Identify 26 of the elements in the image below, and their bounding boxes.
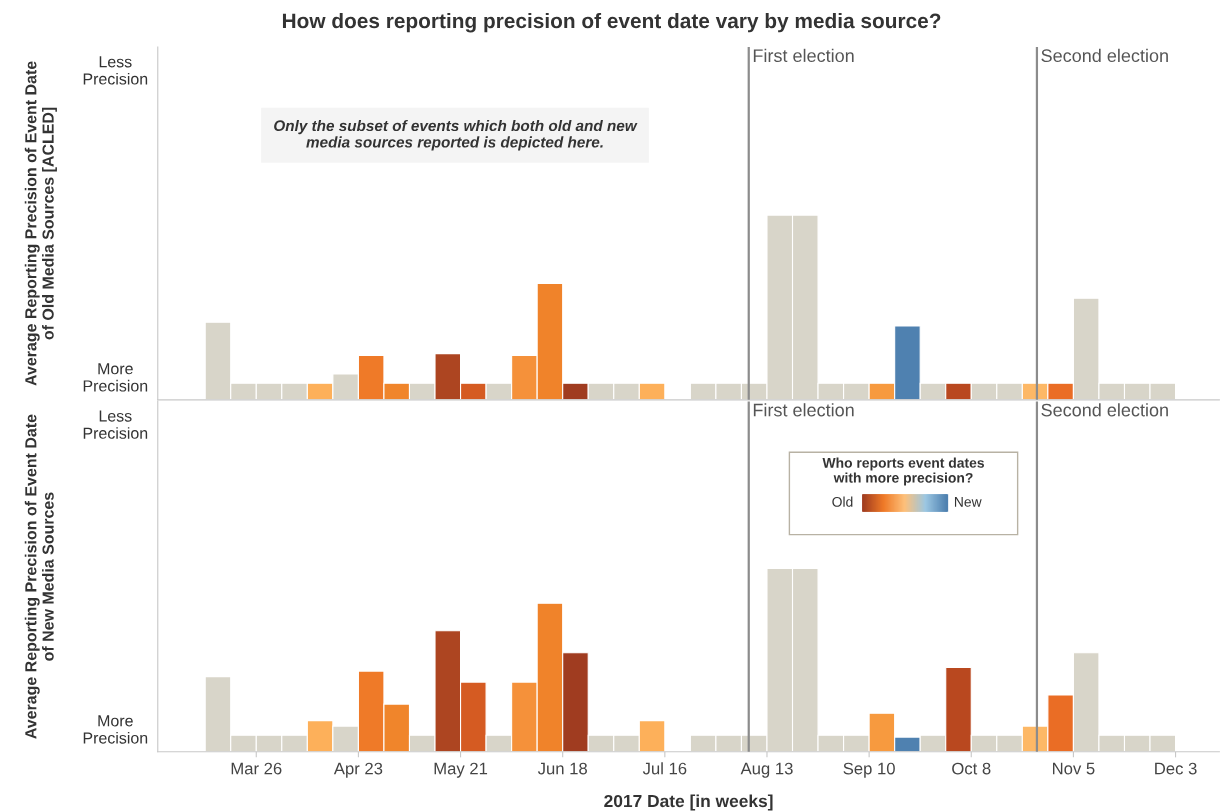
chart-title: How does reporting precision of event date vary by media source? — [282, 12, 941, 33]
x-tick-label: Aug 13 — [740, 762, 793, 778]
ref-line-label: First election — [753, 403, 854, 417]
x-tick-label: May 21 — [434, 762, 488, 778]
x-tick-label: Oct 8 — [952, 762, 991, 775]
y-axis-title: Average Reporting Precision of Event Date of Old Media Sources [ACLED] — [24, 61, 57, 386]
text: Less Precision — [83, 410, 148, 439]
text: More Precision — [83, 363, 148, 392]
ref-line-label: Second election — [1041, 48, 1168, 63]
text: Who reports event dates with more precision? — [822, 457, 984, 486]
text: New — [954, 497, 982, 507]
text: Only the subset of events which both old and new media sources reported is depicted here. — [274, 119, 638, 151]
text: Old — [832, 496, 853, 507]
x-tick-label: Dec 3 — [1155, 762, 1197, 775]
ref-line-label: Second election — [1041, 403, 1168, 417]
text: Less Precision — [83, 56, 148, 85]
text: More Precision — [83, 715, 148, 744]
x-tick-label: Nov 5 — [1053, 762, 1095, 775]
x-tick-label: Sep 10 — [843, 762, 895, 778]
x-tick-label: Apr 23 — [333, 762, 383, 778]
x-axis-title: 2017 Date [in weeks] — [604, 794, 773, 811]
ref-line-label: First election — [753, 48, 854, 63]
x-tick-label: Jun 18 — [537, 762, 587, 775]
y-axis-title: Average Reporting Precision of Event Date of New Media Sources — [24, 414, 54, 739]
x-tick-label: Mar 26 — [231, 762, 282, 775]
x-tick-label: Jul 16 — [642, 762, 687, 775]
